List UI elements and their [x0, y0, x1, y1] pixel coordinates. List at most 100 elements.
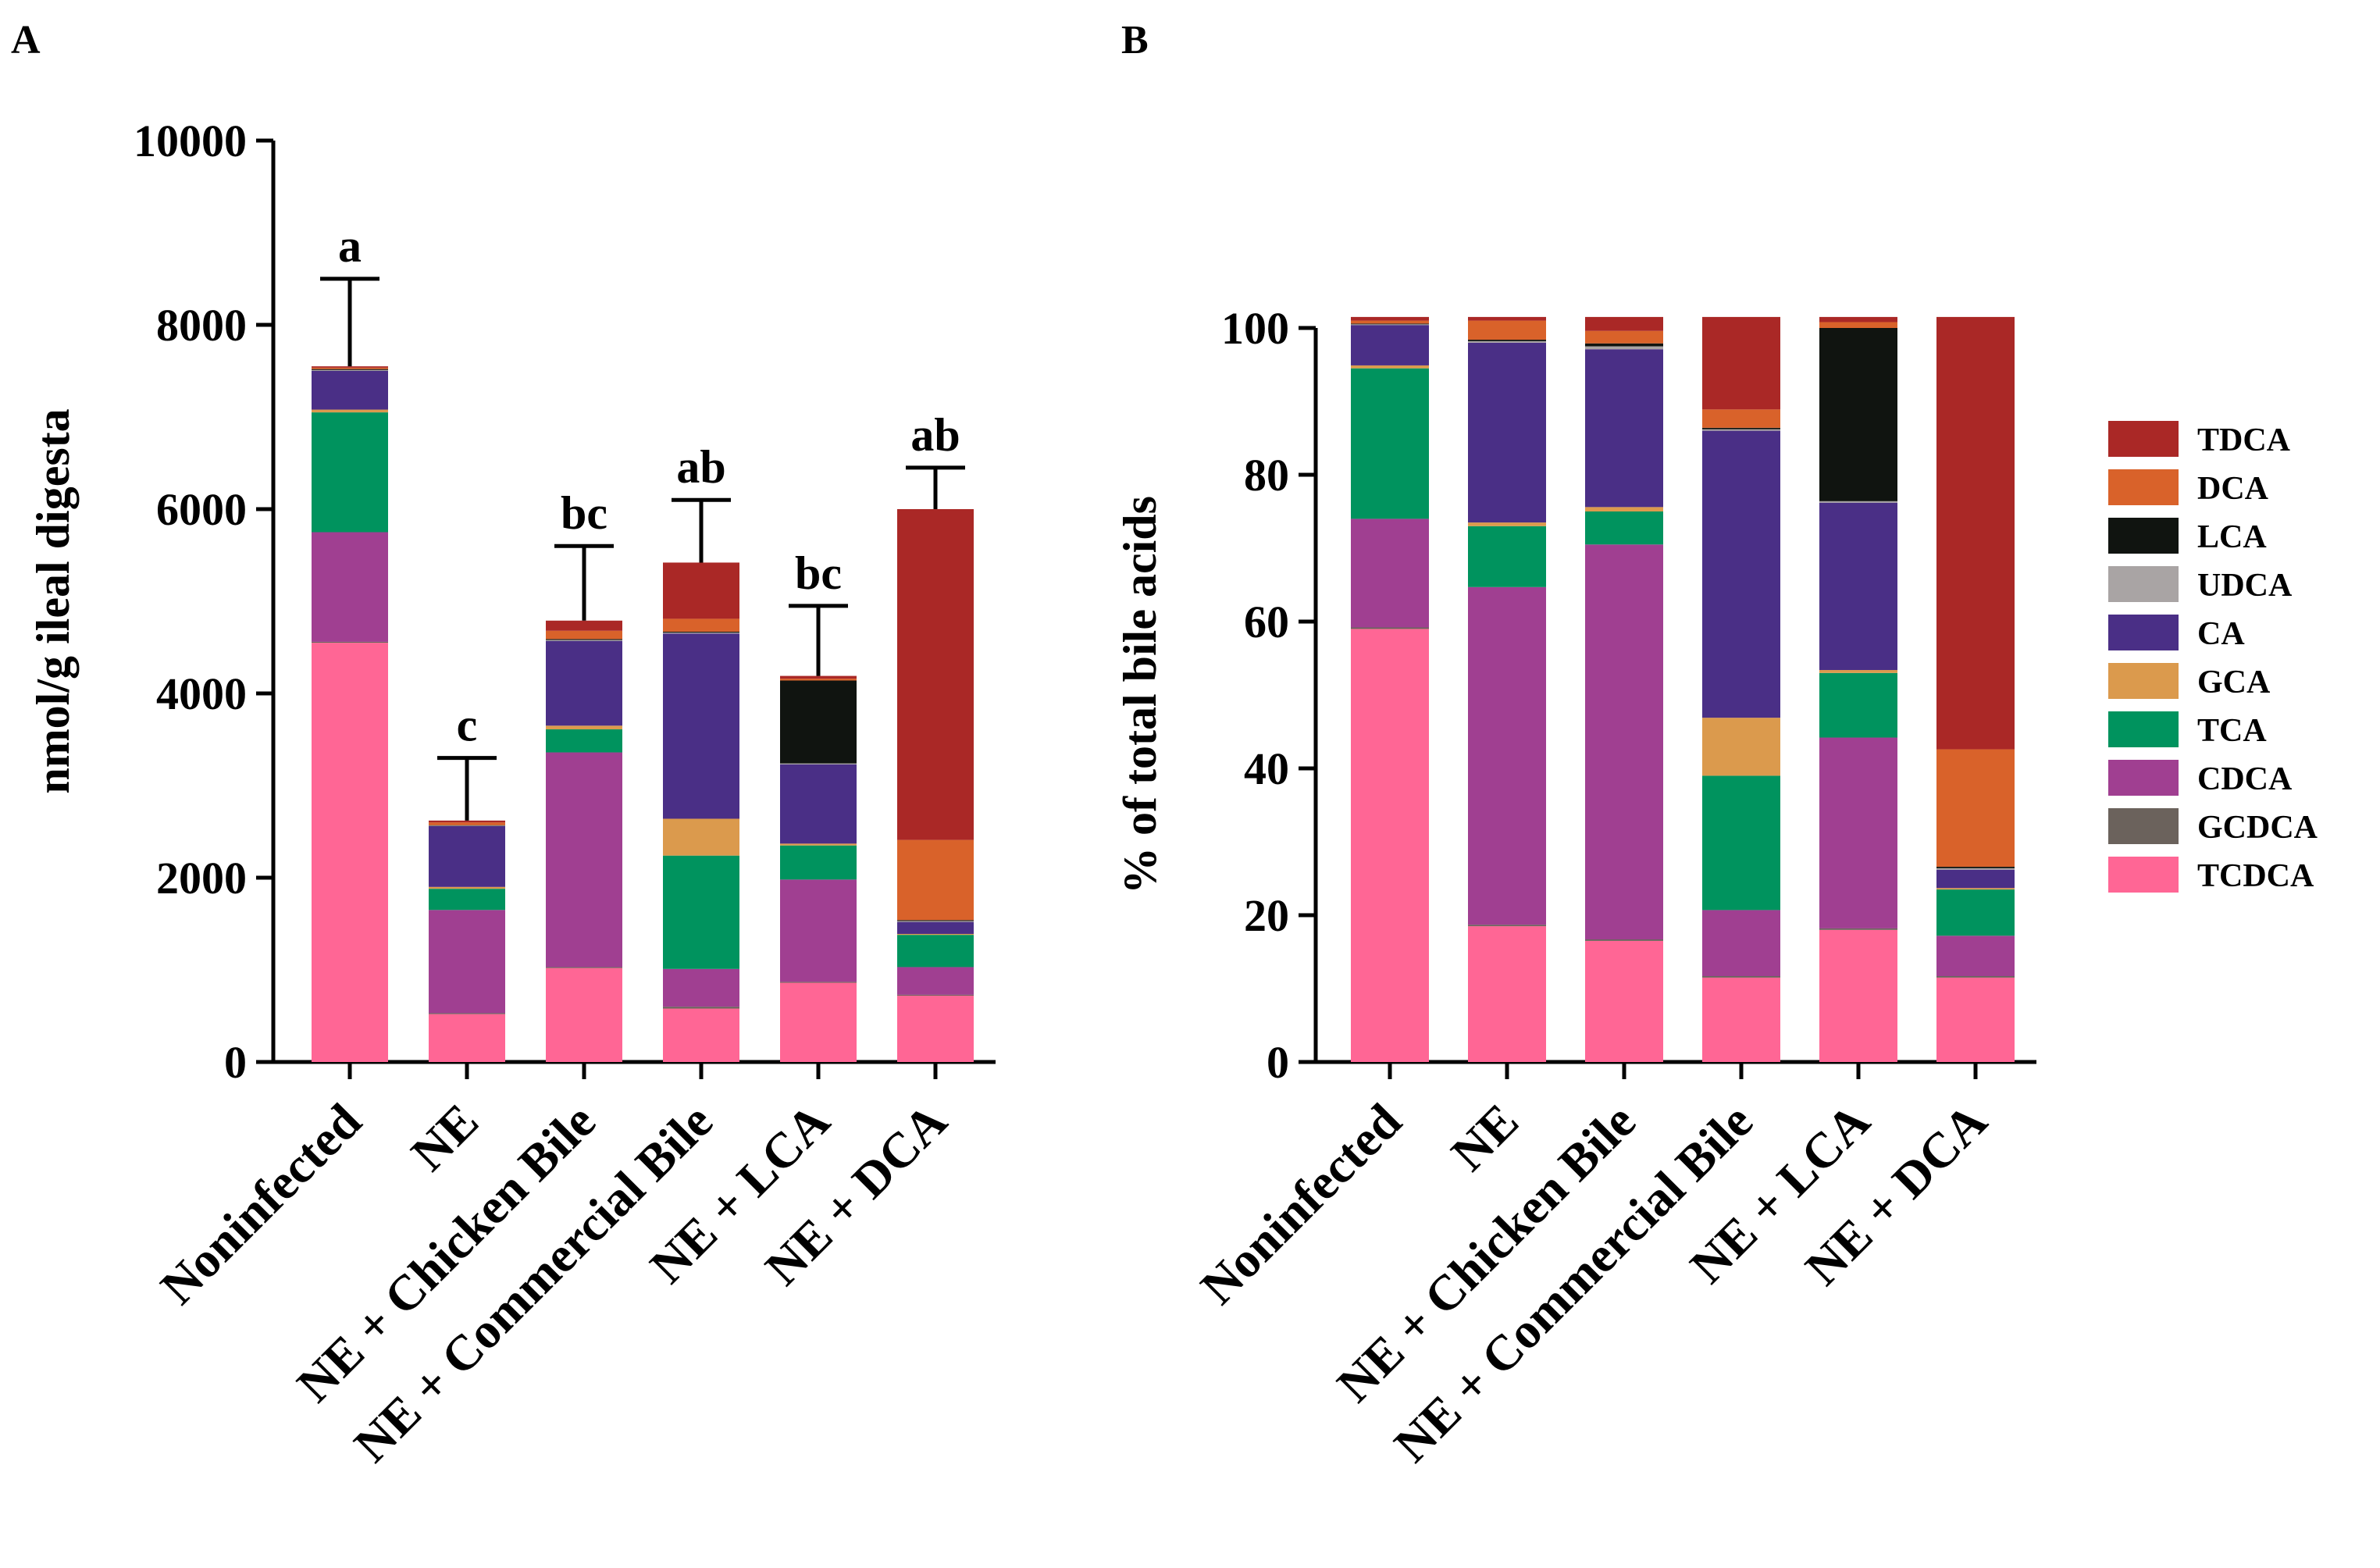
bar-segment-udca-noninfected: [312, 369, 388, 371]
bar-segment-tcdca-ne-dca: [1936, 977, 2015, 1062]
bar-segment-tcdca-ne-lca: [780, 982, 857, 1062]
bar-segment-lca-ne-chicken-bile: [1585, 343, 1663, 347]
bar-segment-ca-noninfected: [312, 371, 388, 410]
bar-segment-ca-ne-commercial-bile: [1702, 430, 1780, 718]
bar-segment-udca-ne: [1468, 340, 1546, 343]
bar-segment-lca-ne-dca: [1936, 866, 2015, 868]
bar-segment-dca-noninfected: [312, 367, 388, 369]
legend-label-ca: CA: [2197, 616, 2245, 652]
bar-segment-tca-ne: [1468, 526, 1546, 587]
bar-segment-tca-ne-lca: [1819, 672, 1897, 738]
bar-segment-dca-ne-dca: [1936, 749, 2015, 867]
panel-label-a: A: [11, 18, 41, 62]
legend: TDCA DCA LCA UDCA CA GCA TCA CDCA GCDCA TCDCA: [2108, 421, 2318, 894]
bar-segment-udca-ne-lca: [1819, 501, 1897, 503]
chart-b: 0 20 40 60 80 100 % of total bile acids Noninfe…: [1114, 303, 2036, 1473]
y-tick-label: 80: [1244, 450, 1289, 501]
legend-label-lca: LCA: [2197, 519, 2267, 555]
bar-segment-tca-ne-lca: [780, 845, 857, 880]
bar-segment-tcdca-noninfected: [1351, 629, 1429, 1062]
bar-segment-gca-ne-lca: [780, 843, 857, 846]
bar-segment-tca-ne-chicken-bile: [546, 729, 622, 753]
bar-segment-lca-ne-dca: [897, 920, 974, 921]
bar-segment-cdca-ne-lca: [1819, 737, 1897, 928]
bar-segment-gca-ne-chicken-bile: [1585, 507, 1663, 511]
bar-segment-dca-ne: [1468, 320, 1546, 340]
bar-segment-tdca-ne-lca: [1819, 316, 1897, 323]
bar-segment-tcdca-ne-chicken-bile: [1585, 940, 1663, 1062]
bar-segment-dca-ne-lca: [780, 679, 857, 681]
bar-segment-cdca-ne-chicken-bile: [1585, 544, 1663, 940]
legend-swatch-udca: [2108, 566, 2179, 602]
bar-segment-cdca-ne-commercial-bile: [1702, 910, 1780, 977]
bar-segment-tdca-ne-commercial-bile: [1702, 316, 1780, 410]
bar-segment-gcdca-ne-commercial-bile: [663, 1007, 739, 1009]
bar-segment-ca-ne: [429, 825, 505, 887]
legend-label-tca: TCA: [2197, 713, 2267, 749]
y-tick-label: 10000: [134, 116, 247, 166]
bar-segment-tdca-noninfected: [312, 366, 388, 368]
legend-swatch-ca: [2108, 615, 2179, 650]
bar-segment-tdca-ne-commercial-bile: [663, 562, 739, 619]
bar-segment-gcdca-ne-lca: [1819, 928, 1897, 930]
bar-segment-ca-ne-lca: [1819, 502, 1897, 671]
bar-segment-gca-ne-commercial-bile: [1702, 718, 1780, 776]
bar-segment-gca-ne-lca: [1819, 670, 1897, 673]
bar-segment-tcdca-ne-commercial-bile: [1702, 977, 1780, 1062]
bar-segment-ca-ne-commercial-bile: [663, 633, 739, 819]
panel-label-b: B: [1121, 18, 1149, 62]
bar-segment-cdca-noninfected: [312, 532, 388, 642]
bar-segment-ca-ne: [1468, 342, 1546, 523]
bar-segment-gcdca-ne-chicken-bile: [546, 967, 622, 968]
bar-segment-ca-ne-lca: [780, 764, 857, 844]
bar-segment-lca-noninfected: [1351, 323, 1429, 325]
bar-segment-dca-ne-lca: [1819, 322, 1897, 328]
bar-segment-udca-ne-commercial-bile: [1702, 429, 1780, 431]
bar-segment-tdca-ne-dca: [897, 509, 974, 840]
bar-segment-cdca-ne: [429, 910, 505, 1014]
bar-segment-dca-ne: [429, 822, 505, 825]
legend-swatch-tdca: [2108, 421, 2179, 457]
bar-segment-gca-noninfected: [1351, 365, 1429, 369]
bar-segment-tca-ne-commercial-bile: [1702, 775, 1780, 911]
bar-segment-dca-ne-commercial-bile: [663, 618, 739, 632]
x-tick-label-ne: NE: [1441, 1093, 1529, 1181]
legend-swatch-gca: [2108, 663, 2179, 699]
x-tick-label-noninfected: Noninfected: [1190, 1093, 1412, 1315]
bar-segment-ca-ne-dca: [897, 921, 974, 934]
bar-segment-lca-ne: [1468, 340, 1546, 341]
y-tick-label: 0: [1267, 1037, 1289, 1088]
bar-segment-tca-ne-dca: [897, 935, 974, 968]
bar-segment-dca-ne-dca: [897, 839, 974, 921]
y-tick-label: 8000: [156, 300, 247, 351]
legend-swatch-cdca: [2108, 760, 2179, 796]
bar-segment-gca-ne-commercial-bile: [663, 818, 739, 856]
bar-segment-tcdca-ne-chicken-bile: [546, 968, 622, 1062]
y-tick-label: 2000: [156, 853, 247, 903]
bar-segment-udca-ne-chicken-bile: [546, 640, 622, 641]
bar-segment-cdca-ne-dca: [1936, 935, 2015, 977]
legend-swatch-tcdca: [2108, 857, 2179, 893]
bar-segment-udca-ne: [429, 825, 505, 826]
legend-swatch-gcdca: [2108, 808, 2179, 844]
significance-label-ne-chicken-bile: bc: [561, 487, 607, 539]
legend-label-tcdca: TCDCA: [2197, 858, 2314, 894]
x-tick-label-ne: NE: [401, 1093, 489, 1181]
significance-label-ne: c: [457, 700, 478, 751]
legend-swatch-lca: [2108, 518, 2179, 554]
bar-segment-lca-ne: [429, 825, 505, 826]
significance-label-ne-lca: bc: [795, 547, 842, 599]
bar-segment-lca-ne-lca: [780, 680, 857, 764]
bar-segment-lca-ne-commercial-bile: [1702, 427, 1780, 429]
y-tick-label: 0: [224, 1037, 247, 1088]
bar-segment-gcdca-ne: [1468, 925, 1546, 927]
legend-label-dca: DCA: [2197, 471, 2269, 507]
bar-segment-dca-ne-chicken-bile: [546, 630, 622, 640]
bar-segment-cdca-ne-chicken-bile: [546, 752, 622, 968]
bar-segment-tca-ne-commercial-bile: [663, 855, 739, 969]
y-axis-label: nmol/g ileal digesta: [27, 408, 79, 793]
bar-segment-cdca-ne-commercial-bile: [663, 968, 739, 1007]
bar-segment-gcdca-ne-dca: [897, 994, 974, 996]
y-tick-label: 6000: [156, 484, 247, 535]
